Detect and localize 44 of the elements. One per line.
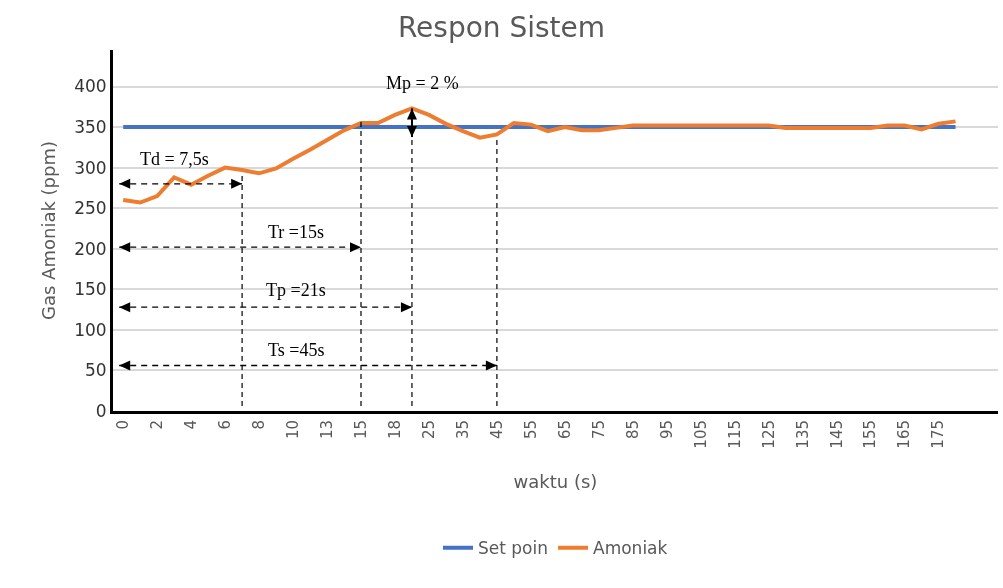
x-tick-label: 6 [215,420,234,430]
x-tick-label: 10 [283,420,302,440]
x-tick-label: 95 [657,420,676,440]
x-tick-label: 55 [521,420,540,440]
line-series [121,106,958,205]
x-tick-label: 8 [249,420,268,430]
x-tick-label: 4 [182,420,201,430]
x-tick-label: 85 [623,420,642,440]
x-tick-label: 135 [793,420,812,449]
annotation: Td = 7,5s [140,149,209,169]
annotation: Mp = 2 % [386,73,459,93]
y-tick-label: 300 [74,157,107,178]
x-tick-label: 2 [148,420,167,430]
x-tick-label: 0 [114,420,133,430]
x-tick-label: 25 [419,420,438,440]
x-tick-label: 165 [895,420,914,449]
annotation: Ts =45s [268,340,325,360]
annotation: Tr =15s [268,222,325,242]
x-tick-label: 155 [861,420,880,449]
y-tick-label: 100 [74,319,107,340]
x-tick-label: 45 [487,420,506,440]
legend-label: Amoniak [593,538,668,559]
y-tick-label: 150 [74,279,107,300]
y-tick-label: 400 [74,76,107,97]
x-tick-label: 75 [589,420,608,440]
y-tick-label: 200 [74,238,107,259]
y-tick-label: 250 [74,198,107,219]
x-tick-label: 115 [725,420,744,449]
y-axis-title: Gas Amoniak (ppm) [38,141,60,320]
annotation: Tp =21s [266,280,326,300]
x-tick-label: 145 [827,420,846,449]
x-tick-label: 13 [317,420,336,440]
y-tick-label: 50 [84,360,107,381]
x-tick-label: 175 [929,420,948,449]
x-axis-title: waktu (s) [513,470,598,492]
x-tick-label: 105 [691,420,710,449]
x-tick-label: 65 [555,420,574,440]
x-tick-label: 35 [453,420,472,440]
x-tick-label: 18 [385,420,404,440]
x-tick-label: 15 [351,420,370,440]
chart-title: Respon Sistem [397,11,606,45]
x-tick-label: 125 [759,420,778,449]
legend-label: Set poin [478,538,549,559]
y-tick-label: 350 [74,117,107,138]
